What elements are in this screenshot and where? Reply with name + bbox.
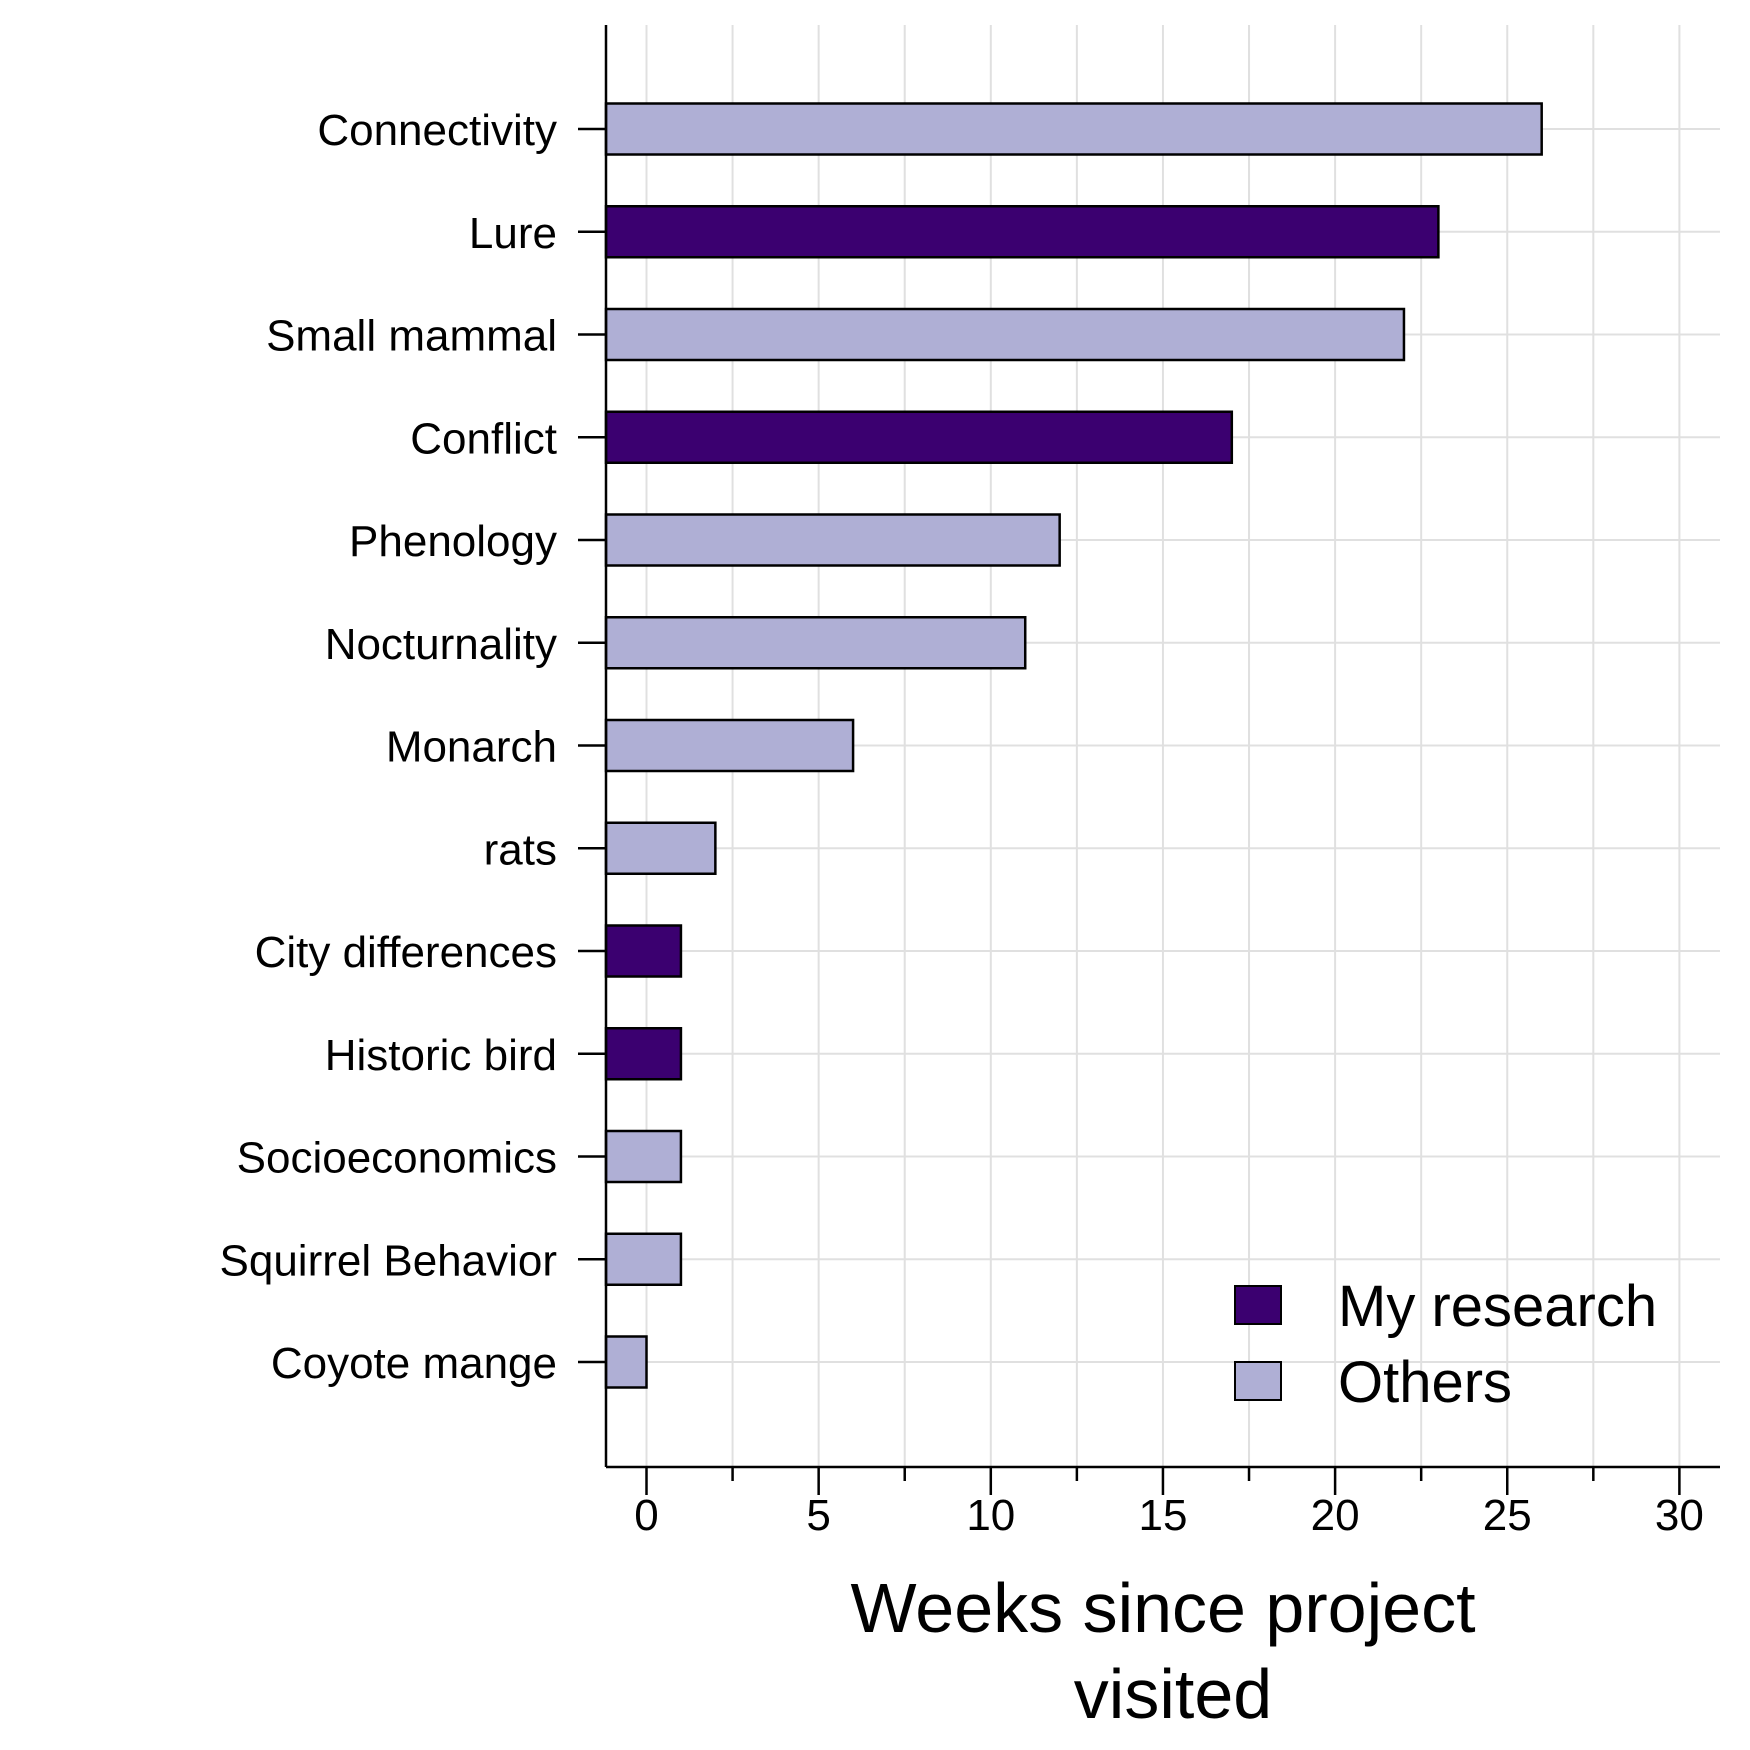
x-axis-label-line-1: Weeks since project: [850, 1569, 1475, 1647]
y-tick-label: Monarch: [386, 723, 557, 772]
bar: [604, 513, 1061, 567]
x-tick-label: 10: [966, 1491, 1015, 1540]
x-tick-label: 20: [1311, 1491, 1360, 1540]
y-ticks: Connectivity Lure Small mammal Conflict Phen…: [220, 106, 606, 1388]
y-tick-label: Conflict: [410, 414, 557, 463]
legend: My research Others: [1234, 1274, 1657, 1415]
x-tick-label: 15: [1138, 1491, 1187, 1540]
bar: [604, 102, 1543, 156]
y-tick-label: Lure: [469, 209, 557, 258]
y-tick-label: Historic bird: [325, 1031, 557, 1080]
bar: [604, 205, 1440, 259]
legend-swatch: [1234, 1285, 1282, 1325]
y-tick-label: Squirrel Behavior: [220, 1236, 558, 1285]
x-tick-label: 30: [1655, 1491, 1704, 1540]
bar: [604, 718, 855, 773]
bar: [604, 410, 1234, 464]
y-tick-label: City differences: [255, 928, 557, 977]
bar: [604, 1232, 683, 1286]
legend-label: Others: [1338, 1350, 1512, 1415]
x-ticks: 0 5 10 15 20 25 30: [634, 1467, 1704, 1540]
y-tick-label: Small mammal: [266, 312, 557, 361]
y-tick-label: Coyote mange: [271, 1339, 557, 1388]
x-tick-label: 5: [806, 1491, 830, 1540]
y-tick-label: Socioeconomics: [237, 1134, 557, 1183]
x-tick-label: 0: [634, 1491, 658, 1540]
bar: [604, 1335, 648, 1389]
bar: [604, 821, 717, 875]
bar: [604, 616, 1027, 670]
bar: [604, 924, 683, 978]
x-tick-label: 25: [1483, 1491, 1532, 1540]
x-axis-label-line-2: visited: [1074, 1655, 1272, 1733]
y-tick-label: rats: [484, 825, 557, 874]
bar: [604, 1129, 683, 1184]
y-tick-label: Connectivity: [317, 106, 557, 155]
legend-label: My research: [1338, 1274, 1657, 1339]
bar: [604, 307, 1406, 362]
y-tick-label: Nocturnality: [325, 620, 557, 669]
legend-swatch: [1234, 1361, 1282, 1401]
y-tick-label: Phenology: [349, 517, 557, 566]
bar: [604, 1027, 683, 1081]
